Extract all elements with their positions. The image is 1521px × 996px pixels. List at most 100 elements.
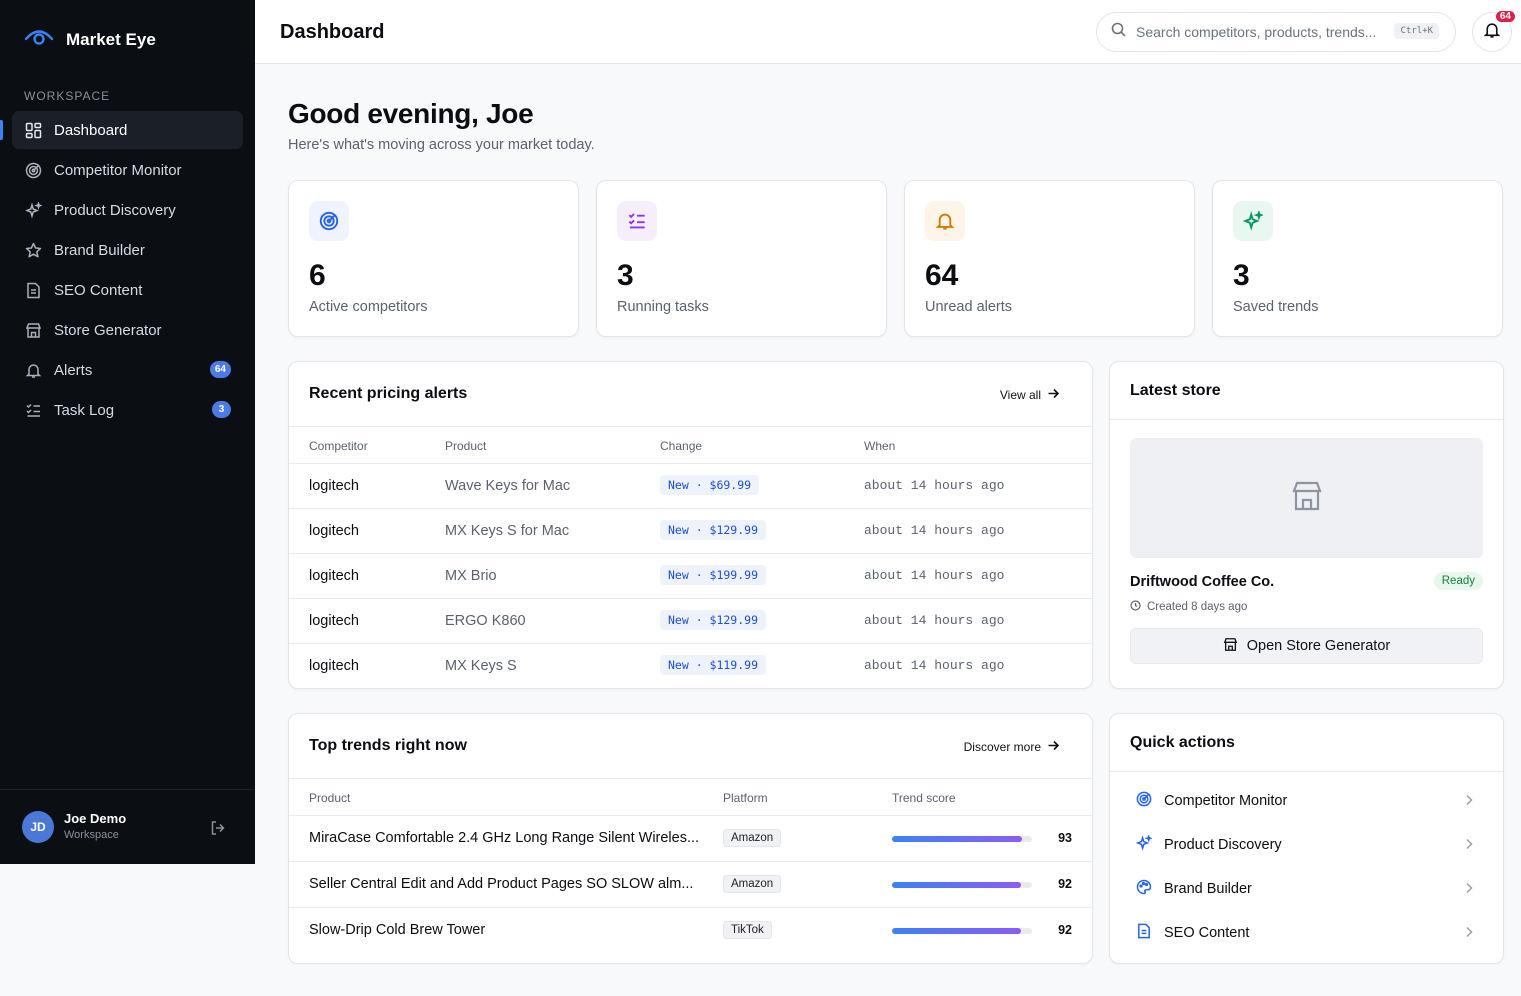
task-count-badge: 3 [212,401,231,418]
stat-card-running-tasks[interactable]: 3 Running tasks [596,180,887,337]
time-cell: about 14 hours ago [864,478,1005,493]
greeting-title: Good evening, Joe [288,98,534,129]
link-label: View all [999,388,1041,402]
platform-badge: TikTok [723,921,772,939]
brand-name: Market Eye [66,29,156,49]
price-change-badge: New · $129.99 [660,520,767,540]
sidebar-nav: Dashboard Competitor Monitor Product Dis… [0,111,243,431]
quick-action-competitor-monitor[interactable]: Competitor Monitor [1130,783,1483,819]
time-cell: about 14 hours ago [864,613,1005,628]
table-row[interactable]: Seller Central Edit and Add Product Page… [289,862,1092,908]
sparkles-icon [1135,834,1153,855]
pricing-alerts-card: Recent pricing alerts View all Competito… [288,361,1093,689]
search-bar[interactable]: Ctrl+K [1096,12,1456,52]
sidebar-item-brand-builder[interactable]: Brand Builder [12,231,243,269]
view-all-link[interactable]: View all [1000,387,1060,403]
user-role: Workspace [64,829,119,841]
quick-action-seo-content[interactable]: SEO Content [1130,915,1483,951]
sidebar-item-store-generator[interactable]: Store Generator [12,311,243,349]
column-header: Competitor [309,439,368,453]
user-panel: JD Joe Demo Workspace [0,789,255,864]
sidebar-item-label: Product Discovery [54,201,176,219]
stat-value: 3 [617,259,634,292]
discover-more-link[interactable]: Discover more [964,739,1060,755]
top-trends-card: Top trends right now Discover more Produ… [288,713,1093,964]
column-header: Trend score [892,791,956,805]
dashboard-icon [25,122,42,139]
store-created: Created 8 days ago [1130,600,1247,614]
table-row[interactable]: MiraCase Comfortable 2.4 GHz Long Range … [289,816,1092,862]
table-row[interactable]: logitech MX Brio New · $199.99 about 14 … [289,554,1092,599]
quick-actions-card: Quick actions Competitor Monitor Product… [1109,713,1504,964]
quick-action-label: SEO Content [1164,925,1250,941]
quick-action-product-discovery[interactable]: Product Discovery [1130,827,1483,863]
radar-icon [25,162,42,179]
star-icon [25,242,42,259]
product-cell: MX Keys S [445,658,517,674]
product-cell: MX Keys S for Mac [445,523,570,539]
store-icon [1290,479,1324,518]
divider [1110,419,1503,420]
chevron-right-icon [1465,882,1473,898]
trend-score-bar [892,836,1032,842]
competitor-cell: logitech [309,658,359,674]
sidebar-item-seo-content[interactable]: SEO Content [12,271,243,309]
bell-icon [925,201,965,241]
trend-score-fill [892,928,1021,934]
table-row[interactable]: logitech MX Keys S for Mac New · $129.99… [289,509,1092,554]
nav-section-label: WORKSPACE [24,89,111,103]
avatar[interactable]: JD [22,811,54,843]
sidebar-item-dashboard[interactable]: Dashboard [0,111,243,149]
brand[interactable]: Market Eye [24,26,156,53]
sidebar-item-product-discovery[interactable]: Product Discovery [12,191,243,229]
table-row[interactable]: logitech MX Keys S New · $119.99 about 1… [289,644,1092,688]
stat-card-saved-trends[interactable]: 3 Saved trends [1212,180,1503,337]
price-change-badge: New · $129.99 [660,610,767,630]
sidebar-item-task-log[interactable]: Task Log 3 [12,391,243,429]
search-input[interactable] [1136,24,1381,40]
document-icon [1136,923,1152,943]
notifications-button[interactable]: 64 [1472,9,1517,52]
price-change-badge: New · $69.99 [660,475,760,495]
clock-icon [1130,600,1141,614]
store-name: Driftwood Coffee Co. [1130,574,1275,590]
sidebar-item-label: Task Log [54,401,115,419]
platform-badge: Amazon [723,829,782,847]
column-header: Change [660,439,703,453]
stat-value: 6 [309,259,326,292]
stat-label: Saved trends [1233,299,1319,315]
sidebar-item-label: Dashboard [54,121,128,139]
sidebar-item-alerts[interactable]: Alerts 64 [12,351,243,389]
competitor-cell: logitech [309,478,359,494]
document-icon [25,282,42,299]
quick-action-label: Product Discovery [1164,837,1282,853]
sidebar-item-label: Store Generator [54,321,162,339]
logout-icon[interactable] [210,820,226,841]
quick-action-brand-builder[interactable]: Brand Builder [1130,871,1483,907]
sidebar-item-label: Brand Builder [54,241,145,259]
table-row[interactable]: logitech Wave Keys for Mac New · $69.99 … [289,464,1092,509]
stat-card-unread-alerts[interactable]: 64 Unread alerts [904,180,1195,337]
eye-logo-icon [24,26,54,53]
stat-label: Running tasks [617,299,709,315]
sparkles-icon [25,201,42,219]
card-title: Latest store [1130,382,1221,399]
table-row[interactable]: logitech ERGO K860 New · $129.99 about 1… [289,599,1092,644]
page-title: Dashboard [280,21,385,43]
store-preview[interactable] [1130,438,1483,558]
platform-badge: Amazon [723,875,782,893]
price-change-badge: New · $199.99 [660,565,767,585]
stat-card-active-competitors[interactable]: 6 Active competitors [288,180,579,337]
button-label: Open Store Generator [1246,638,1391,654]
table-row[interactable]: Slow-Drip Cold Brew Tower TikTok 92 [289,908,1092,954]
sidebar: Market Eye WORKSPACE Dashboard Competito… [0,0,255,864]
product-cell: MX Brio [445,568,497,584]
open-store-generator-button[interactable]: Open Store Generator [1130,628,1483,664]
stat-value: 64 [925,259,959,292]
checklist-icon [25,402,42,419]
sidebar-item-competitor-monitor[interactable]: Competitor Monitor [12,151,243,189]
status-badge: Ready [1433,572,1483,590]
checklist-icon [617,201,657,241]
radar-icon [1136,791,1152,811]
quick-action-label: Brand Builder [1164,881,1252,897]
